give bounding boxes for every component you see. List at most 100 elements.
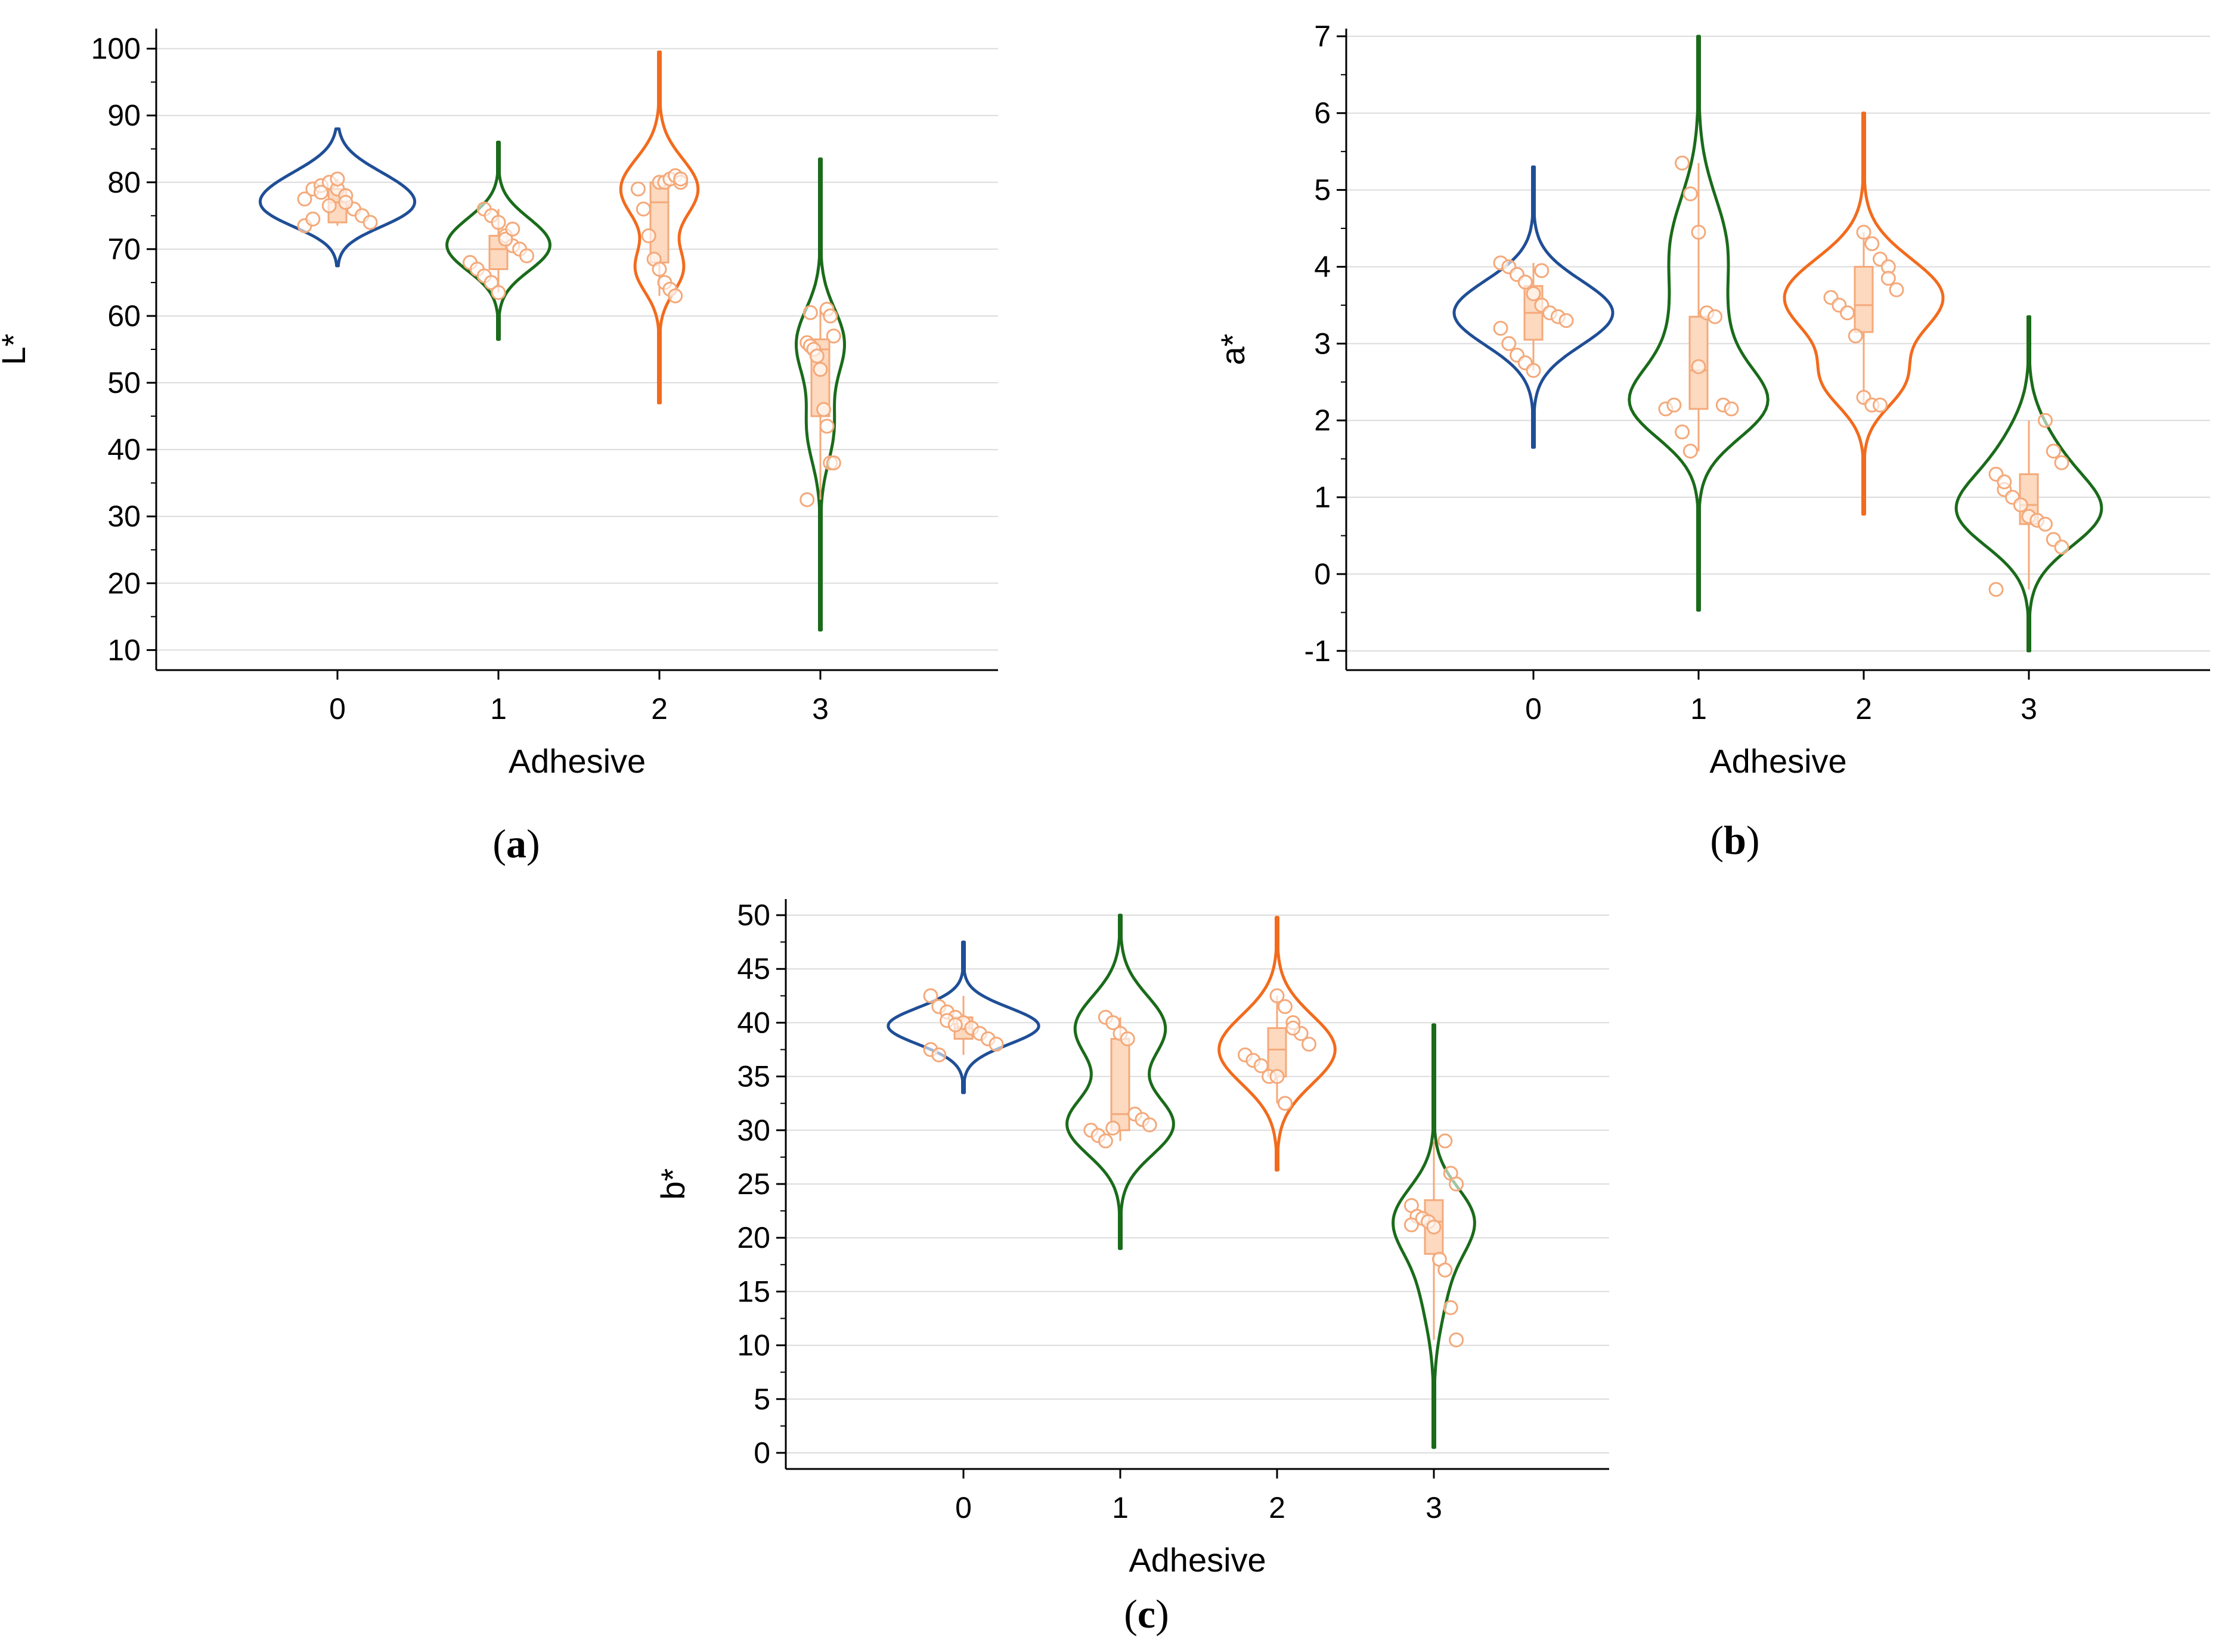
y-tick-label: 0 [1314,557,1331,591]
y-tick-label: 40 [107,433,141,466]
data-point [297,191,312,207]
chart-panel-b: -1 0 1 2 3 4 5 6 7 0 1 2 3 Adhesive a* (b) [1214,20,2210,863]
data-point [1873,397,1888,413]
box-1 [1110,1037,1130,1132]
data-point [630,181,646,197]
data-point [826,455,841,470]
data-point [1253,1058,1269,1074]
data-point [1517,274,1533,290]
data-point [1666,397,1682,413]
data-point [652,262,667,277]
chart-panel-c: 0 5 10 15 20 25 30 35 40 45 50 0 1 2 3 Adhesive b* (c) [654,898,1609,1636]
data-point [305,211,321,227]
data-point [816,402,832,417]
data-point [491,215,506,230]
data-point [338,194,354,210]
violin-3 [1954,315,2103,653]
data-point [802,305,818,320]
data-point [1098,1133,1113,1149]
x-tick-label: 2 [1269,1491,1285,1524]
data-point [636,202,651,217]
data-point [947,1017,963,1033]
data-point [1105,1120,1121,1136]
y-tick-label: 60 [107,299,141,333]
data-point [2054,540,2069,555]
caption-paren-open: ( [1124,1591,1138,1636]
x-tick-label: 3 [1426,1491,1442,1524]
data-point [668,288,683,303]
data-point [2054,455,2069,470]
data-point [484,275,499,290]
data-point [1889,282,1904,297]
data-point [1691,359,1706,374]
y-tick-label: 10 [737,1329,770,1362]
y-tick-label: 6 [1314,97,1331,130]
data-point [813,362,828,377]
data-point [1997,474,2012,489]
caption-letter: a [506,821,526,866]
violin-0 [1452,165,1615,449]
y-tick-label: 5 [754,1383,770,1416]
box-2 [1267,1027,1287,1078]
y-axis-label: b* [654,1169,692,1200]
x-axis-label: Adhesive [1709,742,1846,780]
data-point [1437,1133,1453,1149]
data-point [823,308,838,324]
caption-letter: b [1724,817,1746,863]
y-tick-label: 3 [1314,327,1331,360]
violin-0 [887,940,1040,1095]
x-tick-label: 0 [329,692,346,726]
data-point [1449,1332,1464,1347]
x-tick-label: 1 [490,692,507,726]
data-point [819,419,835,434]
data-point [1443,1300,1458,1315]
y-tick-label: 5 [1314,173,1331,207]
data-point [321,198,337,213]
y-tick-label: 45 [737,952,770,985]
x-tick-label: 0 [955,1491,972,1524]
box-2 [649,181,670,264]
data-point [1675,156,1690,171]
y-tick-label: -1 [1304,634,1331,668]
caption-paren-open: ( [1710,817,1724,863]
data-point [2038,413,2053,428]
violin-1 [1628,35,1770,612]
data-point [1848,328,1863,343]
y-tick-label: 20 [737,1221,770,1254]
violin-3 [795,157,846,632]
data-point [1682,444,1698,459]
data-point [1682,186,1698,202]
box-2 [1854,265,1874,333]
data-point [1437,1262,1453,1278]
data-point [1142,1117,1157,1133]
data-point [1302,1037,1316,1052]
y-tick-label: 4 [1314,250,1331,283]
data-point [1880,271,1896,286]
y-tick-label: 2 [1314,404,1331,437]
data-point [1269,988,1285,1003]
data-point [1675,424,1690,439]
panel-caption: (c) [1124,1591,1169,1636]
x-tick-label: 3 [2021,692,2037,726]
data-point [800,492,815,507]
x-axis-label: Adhesive [509,742,646,780]
data-point [1988,582,2004,597]
data-point [1840,305,1855,321]
data-point [505,221,520,237]
violin-1 [1065,913,1175,1250]
data-point [2046,444,2061,459]
y-tick-label: 35 [737,1060,770,1093]
y-tick-label: 90 [107,99,141,132]
y-tick-label: 70 [107,233,141,266]
data-point [1105,1015,1121,1030]
data-point [826,328,841,344]
violin-0 [258,127,417,268]
x-tick-label: 0 [1525,692,1542,726]
data-point [673,171,689,187]
data-point [1526,362,1541,378]
y-tick-label: 30 [107,500,141,533]
caption-paren-open: ( [492,821,506,866]
caption-paren-close: ) [1155,1591,1169,1636]
data-point [1864,236,1880,252]
